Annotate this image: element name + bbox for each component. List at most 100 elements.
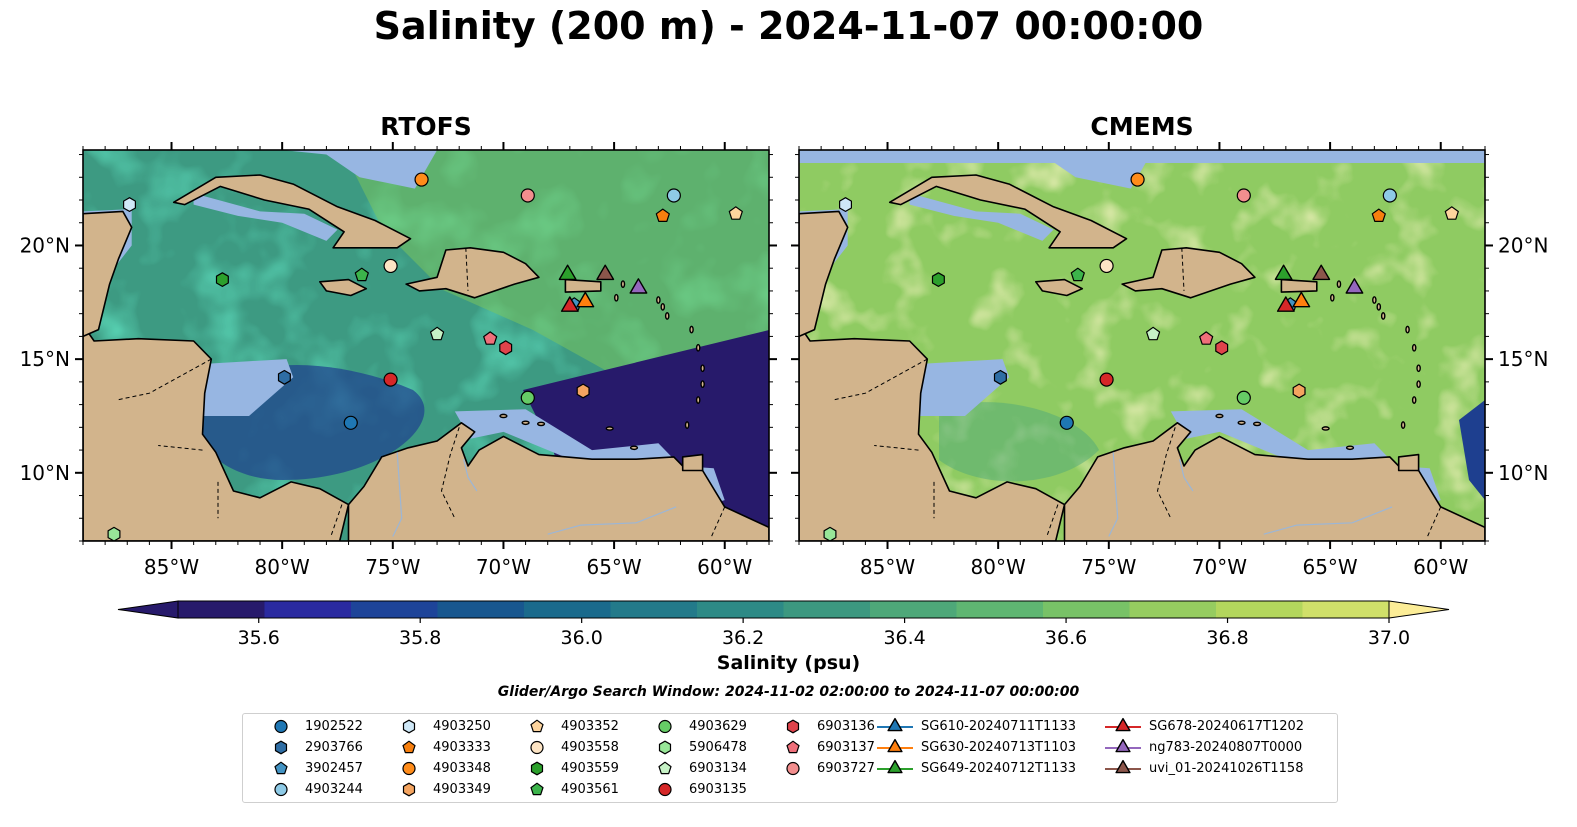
marker-6903727 [520, 188, 535, 203]
land-island [689, 325, 694, 334]
legend-label: uvi_01-20241026T1158 [1149, 761, 1304, 776]
land-island [1416, 364, 1421, 373]
marker-4903352 [1444, 206, 1459, 220]
country-border [330, 504, 343, 537]
land-island [695, 396, 701, 404]
lat-tick-label: 20°N [20, 233, 70, 257]
legend-marker-icon [877, 717, 913, 732]
marker-4903559 [215, 272, 229, 287]
land-island [700, 364, 705, 373]
land-island [1376, 302, 1382, 311]
land-jamaica [319, 278, 368, 297]
colorbar-bin [1043, 601, 1131, 618]
lat-tick-label: 20°N [1498, 233, 1548, 257]
marker-4903559 [931, 272, 945, 287]
land-island [1321, 426, 1330, 431]
marker-5906478 [823, 526, 837, 541]
lon-tick-label: 80°W [971, 555, 1026, 579]
land-island [695, 343, 701, 352]
colorbar-tick-label: 35.8 [399, 627, 441, 649]
legend-marker-icon [786, 740, 800, 754]
legend-marker-icon [1105, 759, 1141, 774]
land-yucatan [83, 210, 133, 338]
legend-marker-icon [530, 740, 544, 755]
colorbar-tick-label: 36.4 [883, 627, 925, 649]
colorbar-tick-label: 36.2 [722, 627, 764, 649]
legend-label: 6903134 [689, 761, 747, 776]
legend-label: 4903558 [561, 740, 619, 755]
legend-label: 6903136 [817, 719, 875, 734]
legend-marker-icon [274, 719, 288, 734]
country-border [465, 247, 469, 291]
marker-SG630-20240713T1103 [1292, 291, 1311, 308]
land-island [664, 312, 670, 320]
river [392, 452, 403, 537]
colorbar-bin [956, 601, 1044, 618]
marker-4903244 [1382, 188, 1397, 203]
colorbar-tick-label: 36.6 [1045, 627, 1087, 649]
legend-marker-icon [877, 738, 913, 753]
land-island [1237, 420, 1246, 426]
shallow-shelf [193, 193, 338, 241]
legend-marker-icon [658, 782, 672, 797]
legend-label: 4903348 [433, 761, 491, 776]
legend-marker-icon [274, 761, 288, 775]
country-border [1427, 506, 1442, 537]
river [1263, 506, 1393, 535]
land-puerto-rico [1280, 278, 1318, 293]
legend-marker-icon [402, 761, 416, 776]
land-island [700, 380, 705, 389]
marker-4903558 [383, 258, 398, 274]
fresh-water-region-atlantic [1459, 400, 1485, 500]
legend-marker-icon [786, 761, 800, 776]
colorbar-label: Salinity (psu) [716, 652, 861, 674]
legend-marker-icon [1105, 717, 1141, 732]
rtofs-map [83, 150, 769, 541]
panel-title-rtofs: RTOFS [380, 112, 472, 141]
river [463, 459, 478, 492]
colorbar-bin [1216, 601, 1304, 618]
land-island [499, 413, 508, 419]
shallow-shelf [998, 150, 1154, 189]
lon-tick-label: 85°W [144, 555, 199, 579]
land-island [629, 445, 639, 451]
marker-2903766 [993, 369, 1007, 385]
colorbar-tick-label: 35.6 [238, 627, 280, 649]
marker-SG678-20240617T1202 [1276, 296, 1295, 312]
country-border [711, 506, 726, 537]
marker-uvi_01-20241026T1158 [596, 264, 615, 281]
land-island [1411, 396, 1417, 404]
shallow-shelf [202, 359, 294, 416]
marker-SG649-20240712T1133 [558, 264, 577, 281]
colorbar-tick-label: 36.8 [1206, 627, 1248, 649]
legend-label: 4903250 [433, 719, 491, 734]
country-border [440, 427, 460, 519]
legend-marker-icon [658, 740, 672, 755]
colorbar-bin [437, 601, 525, 618]
marker-ng783-20240807T0000 [629, 278, 648, 294]
colorbar-bin [870, 601, 958, 618]
legend-marker-icon [402, 782, 416, 797]
land-hispaniola [1121, 247, 1256, 299]
country-border [158, 445, 203, 451]
legend-label: 6903137 [817, 740, 875, 755]
lat-tick-label: 10°N [20, 461, 70, 485]
shallow-shelf [918, 359, 1010, 416]
land-hispaniola [405, 247, 540, 299]
colorbar-frame [177, 600, 1390, 619]
marker-4903561 [354, 267, 369, 282]
marker-4903352 [728, 206, 743, 220]
legend-marker-icon [274, 782, 288, 797]
land-central-america [799, 324, 1066, 541]
country-border [1156, 427, 1176, 519]
lon-tick-label: 70°W [476, 555, 531, 579]
lon-tick-label: 60°W [1413, 555, 1468, 579]
marker-6903135 [383, 372, 398, 387]
land-island [1252, 421, 1262, 427]
search-window-caption: Glider/Argo Search Window: 2024-11-02 02… [497, 684, 1080, 700]
marker-6903137 [483, 331, 498, 345]
legend-label: 4903352 [561, 719, 619, 734]
colorbar-bin [524, 601, 612, 618]
river [1108, 452, 1119, 537]
lat-tick-label: 10°N [1498, 461, 1548, 485]
